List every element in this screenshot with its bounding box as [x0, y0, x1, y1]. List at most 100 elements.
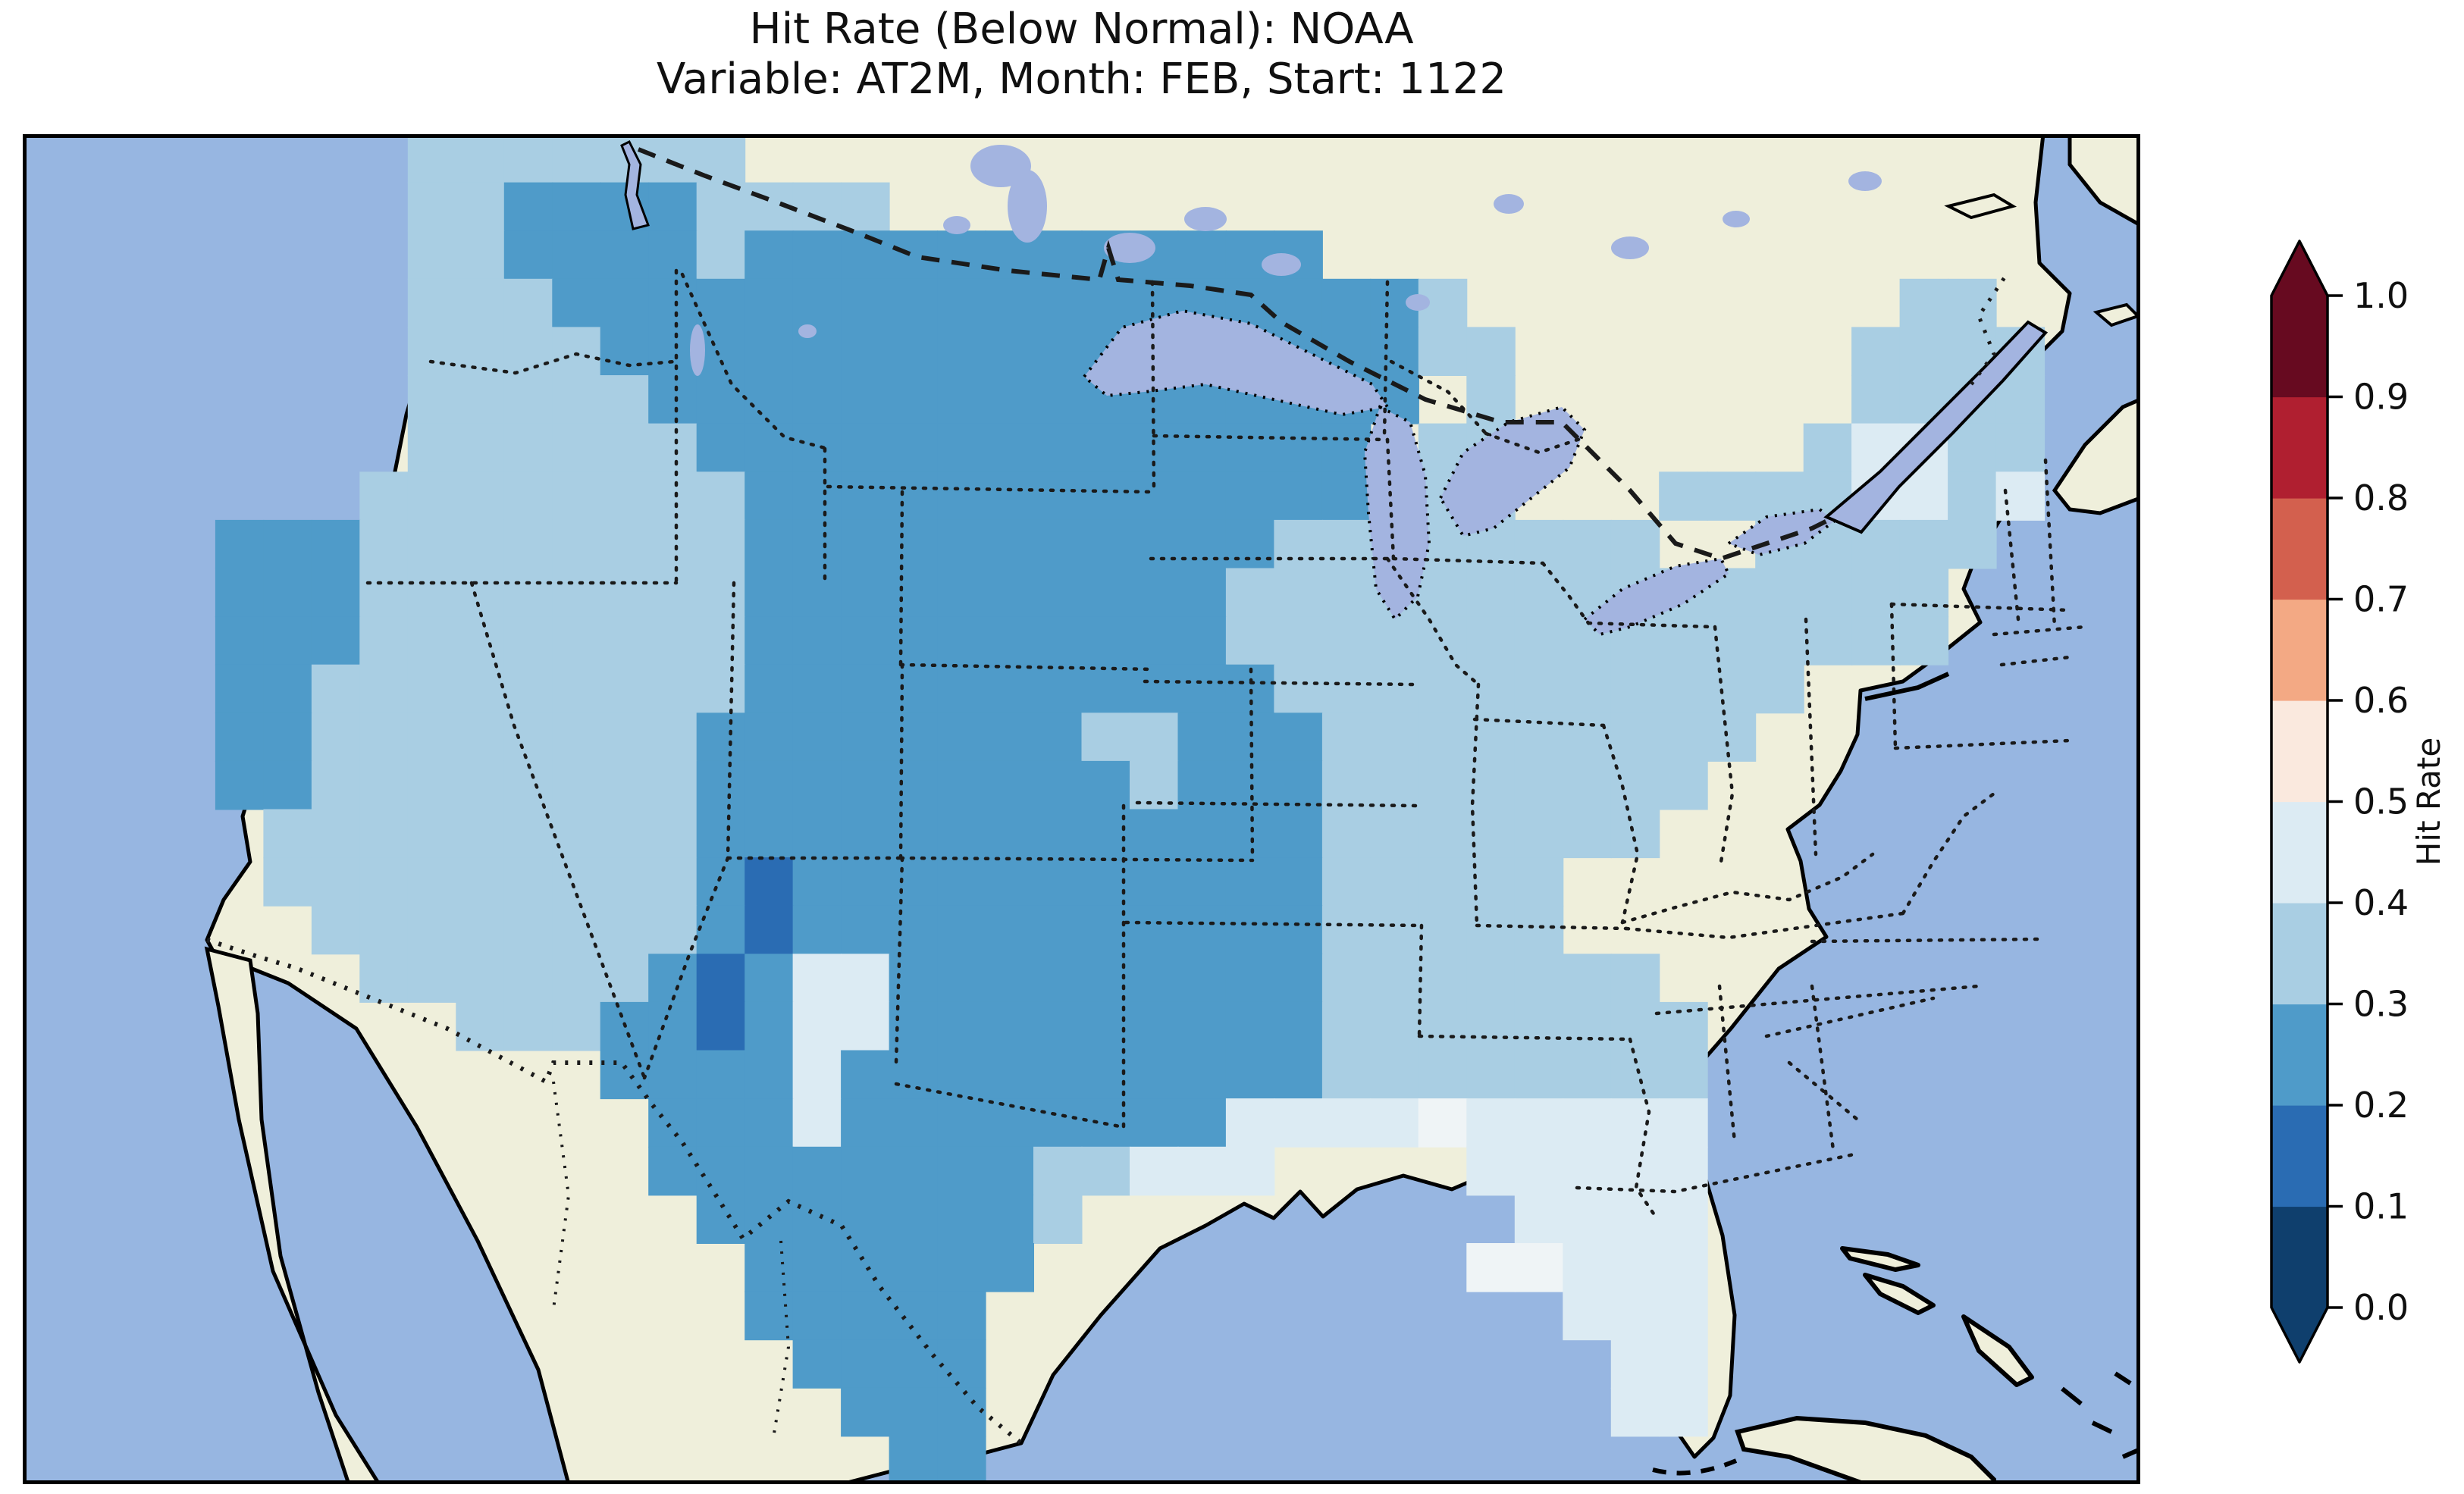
raster-cell	[311, 568, 361, 618]
raster-cell	[1177, 1098, 1227, 1148]
raster-cell	[1274, 1050, 1323, 1100]
canada-lake	[1611, 236, 1649, 259]
raster-cell	[792, 905, 842, 955]
raster-cell	[1755, 471, 1804, 521]
raster-cell	[552, 375, 601, 424]
colorbar: 0.0 0.1 0.2 0.3 0.4 0.5 0.6 0.7 0.8 0.9 1.0 Hit Rat…	[2259, 227, 2464, 1410]
raster-cell	[1177, 616, 1227, 666]
raster-cell	[1755, 616, 1804, 666]
raster-cell	[1659, 1146, 1708, 1196]
raster-cell	[456, 760, 505, 810]
raster-cell	[1130, 857, 1179, 907]
raster-cell	[1707, 664, 1757, 714]
raster-cell	[1899, 278, 1949, 328]
raster-cell	[745, 568, 794, 618]
raster-cell	[1659, 1050, 1708, 1100]
raster-cell	[1370, 857, 1419, 907]
raster-cell	[985, 423, 1034, 473]
conus-hit-rate-map	[23, 134, 2140, 1484]
lake-huron	[1438, 405, 1587, 538]
raster-cell	[648, 375, 698, 424]
raster-cell	[1033, 664, 1083, 714]
lake-superior	[1082, 309, 1390, 417]
raster-cell	[1659, 760, 1708, 810]
colorbar-tick-label: 0.1	[2353, 1186, 2409, 1227]
raster-cell	[600, 857, 650, 907]
colorbar-bin	[2271, 1004, 2328, 1106]
raster-cell	[985, 1001, 1034, 1051]
raster-cell	[600, 905, 650, 955]
raster-cell	[1563, 1050, 1612, 1100]
raster-cell	[1177, 519, 1227, 569]
raster-cell	[648, 423, 698, 473]
raster-cell	[1514, 664, 1564, 714]
raster-cell	[552, 134, 601, 183]
colorbar-tick-label: 0.9	[2353, 377, 2409, 418]
raster-cell	[1321, 1098, 1372, 1148]
raster-cell	[1225, 568, 1275, 618]
raster-cell	[552, 423, 601, 473]
raster-cell	[792, 519, 842, 569]
canada-lake	[798, 324, 817, 338]
raster-cell	[937, 471, 986, 521]
raster-cell	[889, 760, 939, 810]
raster-cell	[263, 713, 312, 762]
raster-cell	[1418, 327, 1468, 376]
raster-cell	[503, 713, 553, 762]
raster-cell	[1899, 616, 1949, 666]
raster-cell	[696, 230, 746, 280]
raster-cell	[889, 857, 939, 907]
raster-cell	[696, 1098, 746, 1148]
raster-cell	[600, 568, 650, 618]
colorbar-under-arrow	[2271, 1308, 2328, 1362]
raster-cell	[503, 616, 553, 666]
raster-cell	[937, 278, 986, 328]
raster-cell	[359, 713, 409, 762]
raster-cell	[841, 616, 890, 666]
baja-california	[204, 946, 381, 1484]
raster-cell	[552, 278, 601, 328]
raster-cell	[696, 713, 746, 762]
raster-cell	[889, 519, 939, 569]
raster-cell	[1514, 809, 1564, 859]
raster-cell	[1274, 760, 1323, 810]
raster-cell	[745, 423, 794, 473]
great-lakes	[1082, 309, 1838, 637]
raster-cell	[552, 713, 601, 762]
raster-cell	[937, 230, 986, 280]
raster-cell	[311, 664, 361, 714]
raster-cell	[889, 905, 939, 955]
raster-cell	[1514, 1050, 1564, 1100]
raster-cell	[359, 954, 409, 1003]
raster-cell	[841, 568, 890, 618]
raster-cell	[311, 905, 361, 955]
raster-cell	[985, 713, 1034, 762]
raster-cell	[696, 905, 746, 955]
raster-cell	[503, 568, 553, 618]
raster-cell	[1563, 760, 1612, 810]
raster-cell	[1948, 519, 1997, 569]
raster-cell	[792, 471, 842, 521]
raster-cell	[841, 327, 890, 376]
raster-cell	[1899, 327, 1949, 376]
raster-cell	[889, 1195, 939, 1244]
raster-cell	[359, 809, 409, 859]
raster-cell	[1225, 471, 1275, 521]
raster-cell	[456, 327, 505, 376]
canada-lake	[1723, 211, 1750, 227]
raster-cell	[889, 1146, 939, 1196]
raster-cell	[359, 471, 409, 521]
raster-cell	[985, 664, 1034, 714]
raster-cell	[1081, 423, 1130, 473]
colorbar-bin	[2271, 498, 2328, 600]
raster-cell	[985, 1050, 1034, 1100]
raster-cell	[1659, 1195, 1708, 1244]
raster-cell	[696, 1195, 746, 1244]
raster-cell	[1274, 278, 1323, 328]
raster-cell	[1081, 616, 1130, 666]
raster-cell	[1563, 1195, 1612, 1244]
raster-cell	[1466, 375, 1516, 424]
raster-cell	[985, 568, 1034, 618]
raster-cell	[600, 519, 650, 569]
raster-cell	[1321, 616, 1372, 666]
